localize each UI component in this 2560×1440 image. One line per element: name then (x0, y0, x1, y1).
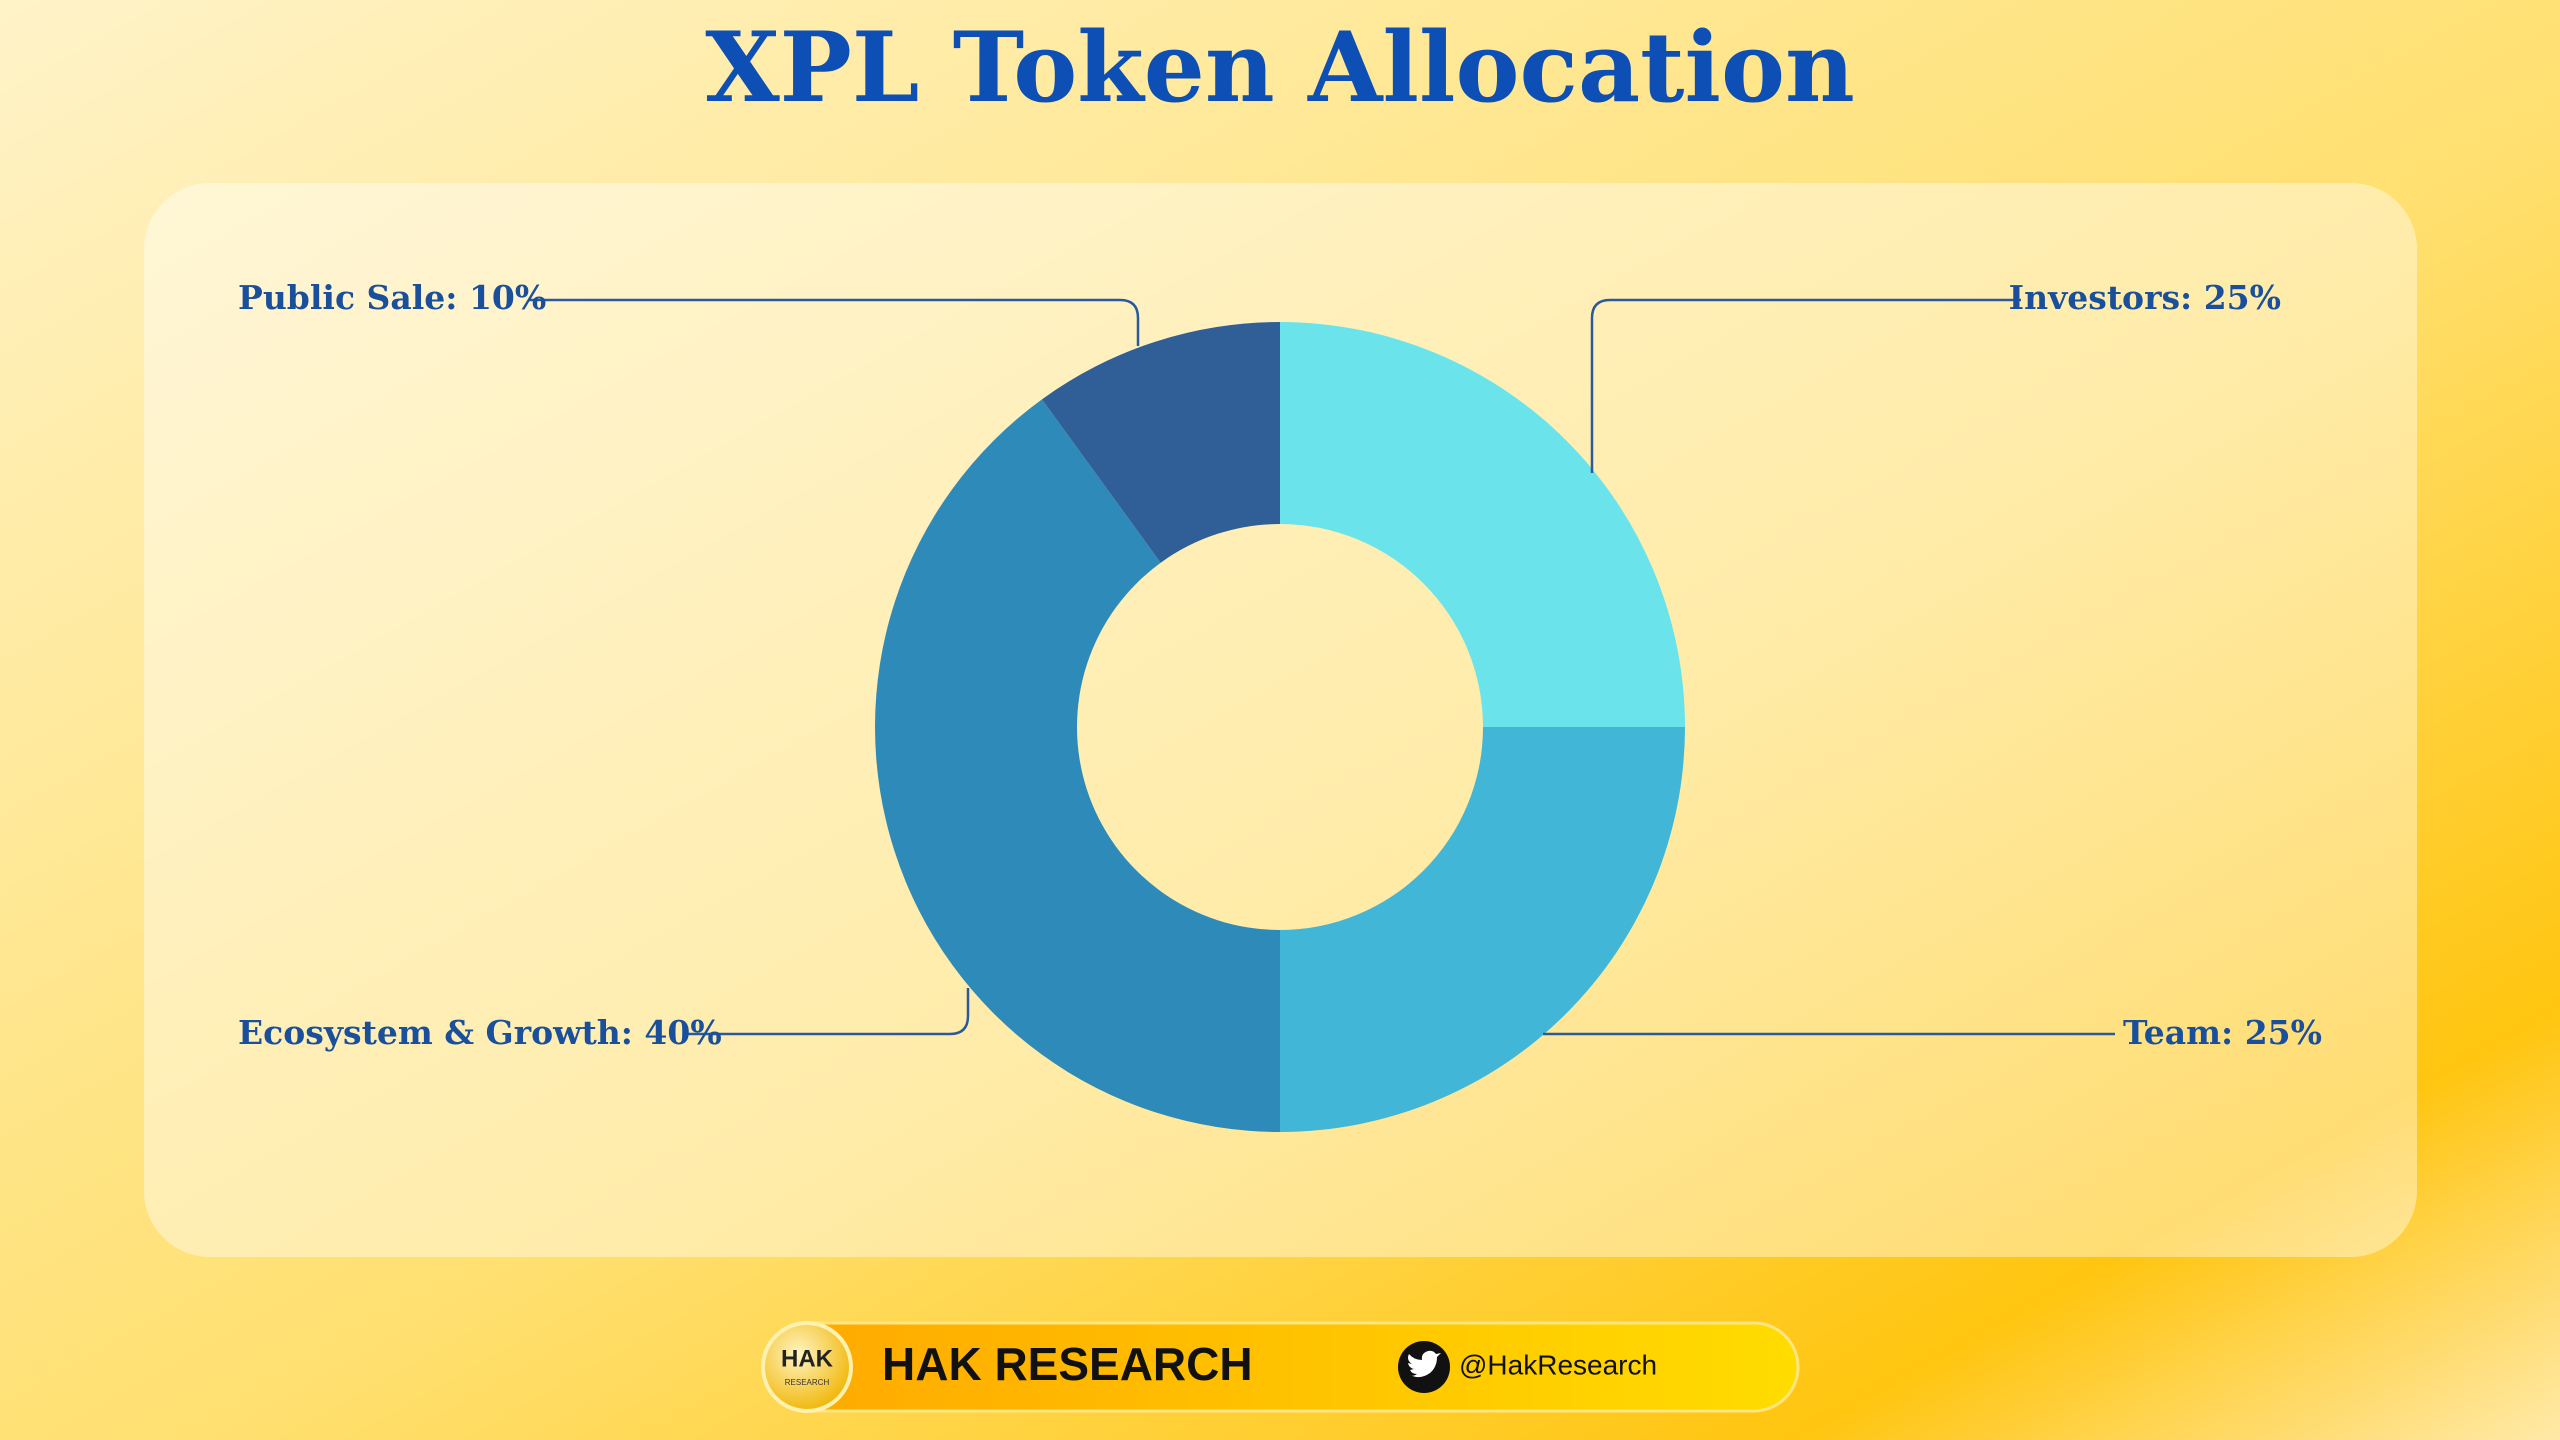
twitter-bird (1408, 1350, 1441, 1378)
chart-title: XPL Token Allocation (705, 11, 1855, 124)
donut-slice (1280, 322, 1685, 727)
data-label: Team: 25% (2123, 1013, 2322, 1052)
twitter-handle: @HakResearch (1459, 1349, 1657, 1380)
leader-line (1590, 298, 2021, 473)
data-label: Ecosystem & Growth: 40% (238, 1013, 722, 1052)
donut-slice (1041, 322, 1280, 563)
brand-name: HAK RESEARCH (882, 1338, 1253, 1390)
leader-line (529, 298, 1140, 346)
donut-slice (1280, 727, 1685, 1132)
logo-subtext: RESEARCH (785, 1378, 830, 1387)
footer: HAK RESEARCH HAK RESEARCH @HakResearch (761, 1321, 1800, 1413)
donut-chart: Investors: 25% Team: 25% Ecosystem & Growt… (238, 278, 2322, 1132)
logo-text: HAK (781, 1345, 834, 1372)
leader-line (683, 988, 970, 1036)
data-label: Investors: 25% (2009, 278, 2281, 317)
data-label: Public Sale: 10% (238, 278, 546, 317)
donut-slice (875, 399, 1280, 1132)
chart-card (144, 183, 2417, 1257)
logo-coin (761, 1321, 853, 1413)
